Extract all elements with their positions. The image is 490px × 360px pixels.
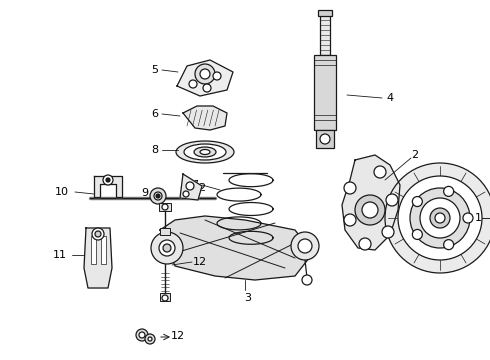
Circle shape (145, 334, 155, 344)
Circle shape (291, 232, 319, 260)
Text: 1: 1 (474, 213, 482, 223)
Circle shape (413, 229, 422, 239)
Polygon shape (180, 174, 202, 200)
Bar (160, 293, 170, 301)
Circle shape (203, 84, 211, 92)
Polygon shape (177, 60, 233, 96)
Circle shape (320, 134, 330, 144)
Polygon shape (342, 155, 400, 250)
Circle shape (344, 214, 356, 226)
Circle shape (382, 226, 394, 238)
Bar (159, 203, 171, 211)
Circle shape (159, 240, 175, 256)
Ellipse shape (200, 149, 210, 154)
Circle shape (413, 197, 422, 207)
Circle shape (213, 72, 221, 80)
Circle shape (359, 238, 371, 250)
Text: 12: 12 (193, 257, 207, 267)
Text: 10: 10 (55, 187, 69, 197)
Circle shape (186, 182, 194, 190)
Polygon shape (160, 216, 313, 280)
Circle shape (136, 329, 148, 341)
Circle shape (362, 202, 378, 218)
Polygon shape (84, 228, 112, 288)
Circle shape (156, 194, 160, 198)
Circle shape (200, 69, 210, 79)
Bar (318, 10, 332, 16)
Circle shape (435, 213, 445, 223)
Ellipse shape (194, 147, 216, 157)
Circle shape (151, 232, 183, 264)
Text: 12: 12 (171, 331, 185, 341)
Text: 6: 6 (151, 109, 158, 119)
Polygon shape (94, 176, 122, 197)
Circle shape (154, 192, 162, 200)
Circle shape (92, 228, 104, 240)
Circle shape (420, 198, 460, 238)
Circle shape (95, 231, 101, 237)
Circle shape (183, 191, 189, 197)
Text: 5: 5 (151, 65, 158, 75)
Circle shape (463, 213, 473, 223)
Bar (91, 236, 96, 264)
Circle shape (386, 194, 398, 206)
Polygon shape (183, 106, 227, 130)
Text: 2: 2 (412, 150, 418, 160)
Circle shape (195, 64, 215, 84)
Circle shape (162, 204, 168, 210)
Circle shape (139, 332, 145, 338)
Text: 4: 4 (387, 93, 393, 103)
Circle shape (298, 239, 312, 253)
Text: 7: 7 (192, 180, 198, 190)
Bar (320, 12, 330, 55)
Circle shape (443, 186, 454, 196)
Circle shape (374, 166, 386, 178)
Bar (314, 55, 336, 130)
Circle shape (148, 337, 152, 341)
Circle shape (150, 188, 166, 204)
Text: 3: 3 (245, 293, 251, 303)
Circle shape (355, 195, 385, 225)
Ellipse shape (184, 144, 226, 160)
Text: 8: 8 (151, 145, 159, 155)
Circle shape (106, 178, 110, 182)
Bar (160, 228, 170, 235)
Circle shape (443, 240, 454, 249)
Circle shape (103, 175, 113, 185)
Ellipse shape (176, 141, 234, 163)
Circle shape (163, 244, 171, 252)
Circle shape (344, 182, 356, 194)
Circle shape (302, 275, 312, 285)
Circle shape (430, 208, 450, 228)
Text: 11: 11 (53, 250, 67, 260)
Circle shape (162, 295, 168, 301)
Circle shape (385, 163, 490, 273)
Bar (100, 236, 105, 264)
Circle shape (398, 176, 482, 260)
Bar (316, 130, 334, 148)
Text: 12: 12 (193, 183, 207, 193)
Text: 9: 9 (142, 188, 148, 198)
Circle shape (410, 188, 470, 248)
Circle shape (189, 80, 197, 88)
